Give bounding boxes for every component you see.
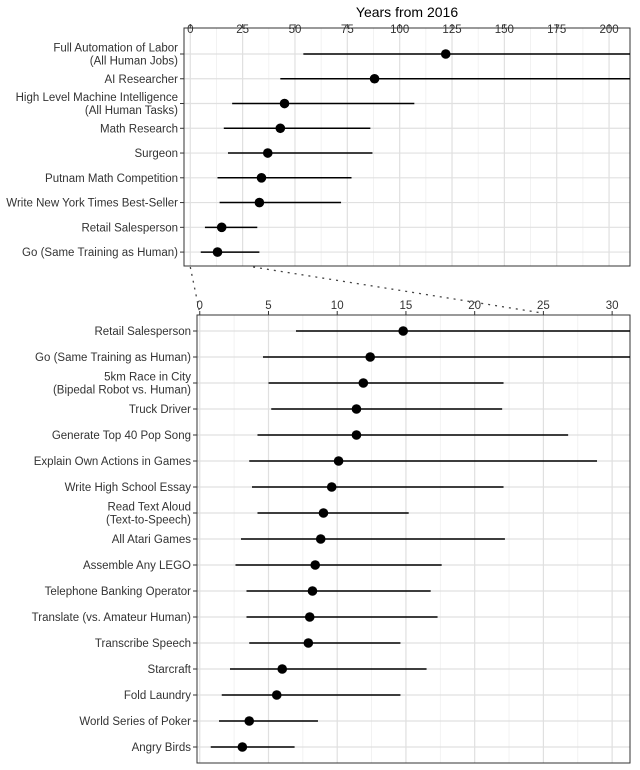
category-label: Transcribe Speech <box>95 638 191 650</box>
category-label: Angry Birds <box>132 742 192 754</box>
median-point <box>244 716 255 726</box>
category-label: Generate Top 40 Pop Song <box>52 430 191 442</box>
category-label: Read Text Aloud (Text-to-Speech) <box>106 502 191 527</box>
category-label: Fold Laundry <box>124 690 191 702</box>
median-point <box>279 98 290 109</box>
category-label: World Series of Poker <box>79 716 191 728</box>
category-label: Write High School Essay <box>65 482 192 494</box>
median-point <box>216 222 227 233</box>
median-point <box>277 664 288 674</box>
x-tick-label: 75 <box>341 24 354 36</box>
median-point <box>326 482 337 492</box>
category-label: AI Researcher <box>104 74 178 86</box>
x-tick-label: 25 <box>537 300 550 312</box>
median-point <box>303 638 314 648</box>
category-label: Retail Salesperson <box>81 222 178 234</box>
category-label: Full Automation of Labor (All Human Jobs) <box>53 43 178 68</box>
x-tick-label: 175 <box>547 24 566 36</box>
x-tick-label: 0 <box>187 24 193 36</box>
category-label: High Level Machine Intelligence (All Huma… <box>16 92 179 117</box>
median-point <box>440 49 451 59</box>
category-label: Putnam Math Competition <box>45 173 178 185</box>
plot-area <box>184 28 630 266</box>
category-label: Translate (vs. Amateur Human) <box>32 612 192 624</box>
median-point <box>307 586 318 596</box>
median-point <box>310 560 321 570</box>
median-point <box>304 612 315 622</box>
x-tick-label: 25 <box>236 24 249 36</box>
median-point <box>318 508 329 518</box>
zoom-connector-left <box>189 266 201 314</box>
median-point <box>333 456 344 466</box>
panel-border <box>183 27 631 267</box>
category-label: Go (Same Training as Human) <box>35 352 191 364</box>
x-tick-label: 30 <box>606 300 619 312</box>
category-label: Truck Driver <box>129 404 191 416</box>
category-label: Go (Same Training as Human) <box>22 247 178 259</box>
median-point <box>275 123 286 134</box>
median-point <box>271 690 282 700</box>
median-point <box>365 352 376 362</box>
category-label: All Atari Games <box>112 534 191 546</box>
x-tick-label: 10 <box>331 300 344 312</box>
x-tick-label: 5 <box>265 300 271 312</box>
zoom-connector-right <box>252 266 543 314</box>
bottom-panel: 0 5 10 15 20 25 30 Retail Salesperson Go (Same T… <box>32 300 631 764</box>
median-point <box>237 742 248 752</box>
median-point <box>351 404 362 414</box>
category-label: Explain Own Actions in Games <box>34 456 191 468</box>
top-panel: 0 25 50 75 100 125 150 175 200 Full Automation of… <box>6 24 631 267</box>
median-point <box>262 148 273 158</box>
x-tick-label: 20 <box>468 300 481 312</box>
category-label: Starcraft <box>148 664 192 676</box>
x-axis-title: Years from 2016 <box>356 4 458 20</box>
category-label: Math Research <box>100 123 178 135</box>
x-tick-label: 0 <box>197 300 203 312</box>
x-tick-label: 125 <box>442 24 461 36</box>
median-point <box>212 247 223 257</box>
median-point <box>369 73 380 84</box>
x-tick-label: 150 <box>495 24 514 36</box>
x-tick-label: 100 <box>390 24 409 36</box>
category-label: 5km Race in City (Bipedal Robot vs. Human… <box>53 372 191 397</box>
median-point <box>351 430 362 440</box>
median-point <box>315 534 326 544</box>
x-tick-label: 15 <box>400 300 413 312</box>
median-point <box>256 173 267 183</box>
median-point <box>398 326 408 336</box>
x-tick-label: 200 <box>599 24 618 36</box>
category-label: Retail Salesperson <box>94 326 191 338</box>
category-label: Assemble Any LEGO <box>83 560 191 572</box>
x-tick-label: 50 <box>289 24 302 36</box>
median-point <box>358 378 369 388</box>
zoom-connector <box>189 266 543 314</box>
median-point <box>254 197 265 208</box>
category-label: Telephone Banking Operator <box>45 586 192 598</box>
category-label: Write New York Times Best-Seller <box>6 198 178 210</box>
category-label: Surgeon <box>135 148 178 160</box>
